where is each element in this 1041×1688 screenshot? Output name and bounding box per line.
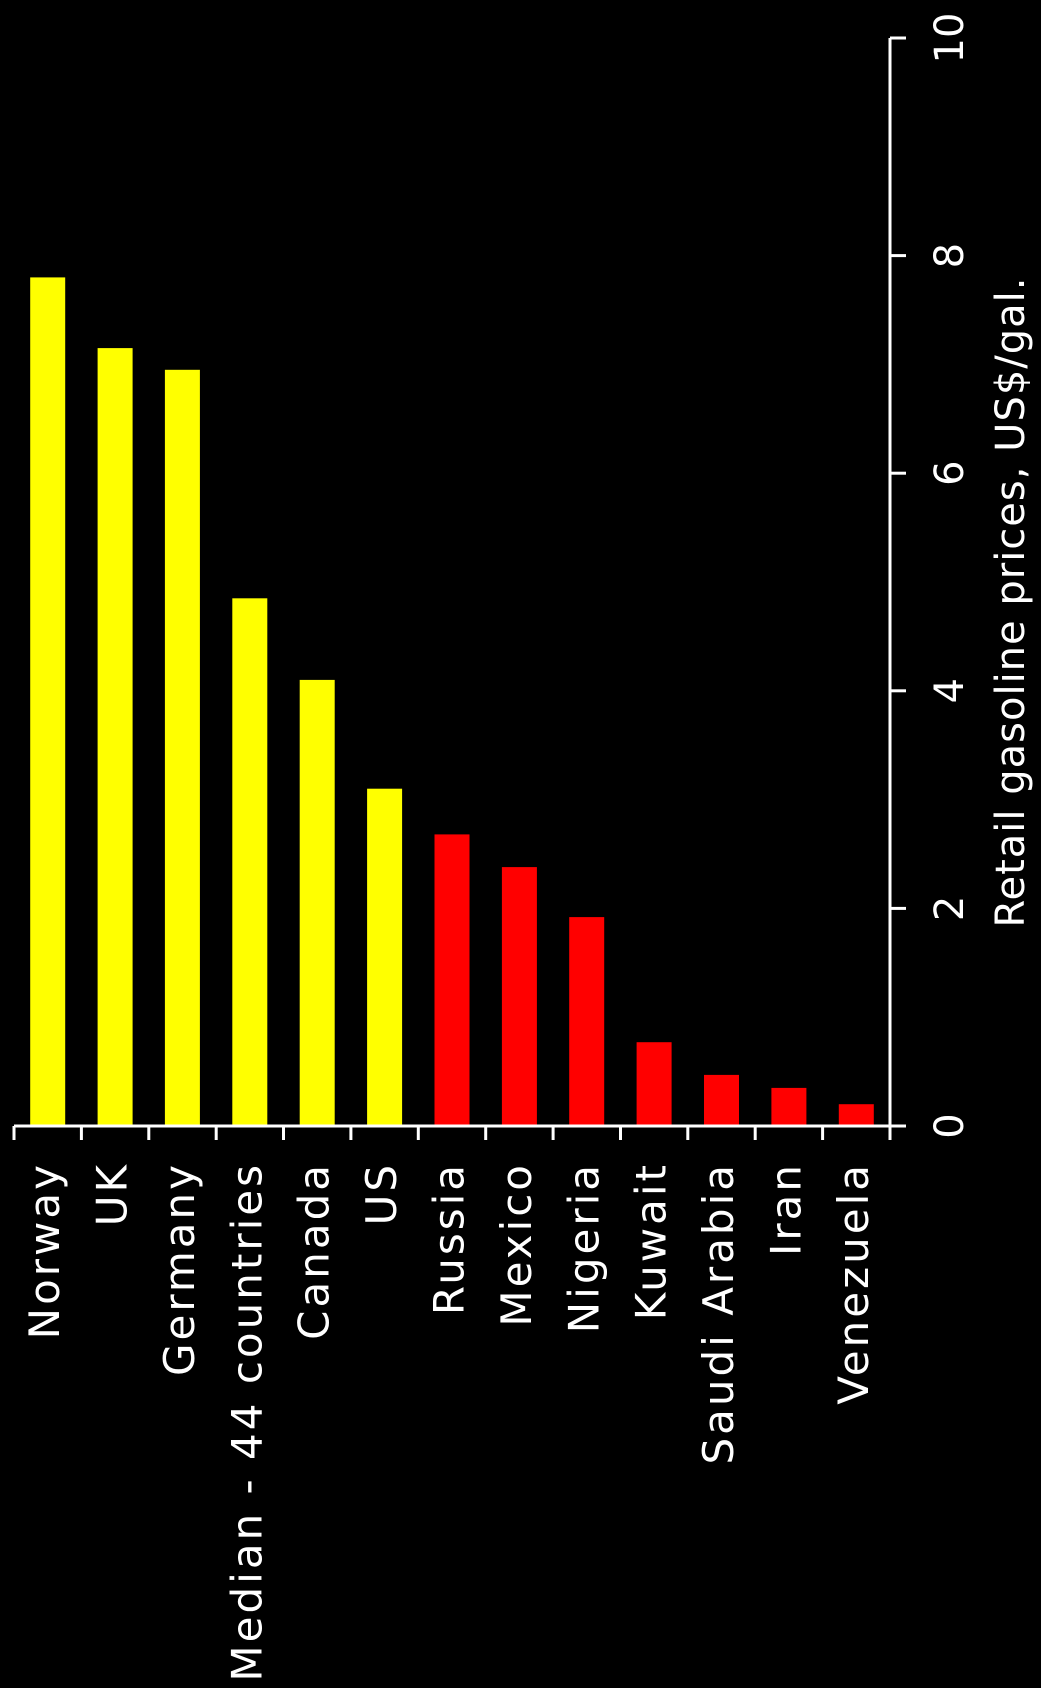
value-tick-label: 4	[927, 678, 973, 703]
value-tick-label: 10	[927, 13, 973, 64]
bar-mexico	[501, 867, 537, 1126]
category-label: Venezuela	[829, 1162, 878, 1405]
bar-russia	[434, 834, 470, 1126]
bar-germany	[164, 369, 200, 1126]
category-label: Germany	[155, 1162, 204, 1376]
category-label: Kuwait	[627, 1162, 676, 1320]
value-tick-label: 0	[927, 1113, 973, 1138]
labels-group: Norway UK Germany Median - 44 countries Cana…	[20, 13, 973, 1682]
bar-uk	[97, 348, 133, 1127]
bar-nigeria	[569, 917, 605, 1126]
value-tick-label: 2	[927, 896, 973, 921]
value-tick-label: 6	[927, 460, 973, 485]
category-label: Mexico	[492, 1162, 541, 1327]
category-label: Canada	[290, 1162, 339, 1340]
bar-canada	[299, 679, 335, 1126]
category-label: Iran	[761, 1162, 810, 1256]
bar-median-44-countries	[232, 598, 268, 1126]
category-label: Median - 44 countries	[222, 1162, 271, 1682]
category-label: Norway	[20, 1162, 69, 1339]
category-label: UK	[88, 1162, 137, 1226]
bar-iran	[771, 1087, 807, 1126]
category-label: Nigeria	[559, 1162, 608, 1333]
category-label: Saudi Arabia	[694, 1162, 743, 1465]
category-label: US	[357, 1162, 406, 1225]
bar-norway	[30, 277, 66, 1126]
axes-group	[12, 36, 906, 1140]
value-tick-label: 8	[927, 243, 973, 268]
bars-group	[30, 277, 874, 1127]
axis-title: Retail gasoline prices, US$/gal.	[988, 276, 1034, 927]
bar-kuwait	[636, 1042, 672, 1126]
bar-us	[367, 788, 403, 1126]
category-label: Russia	[425, 1162, 474, 1315]
bar-saudi-arabia	[704, 1074, 739, 1126]
bar-venezuela	[838, 1104, 874, 1126]
